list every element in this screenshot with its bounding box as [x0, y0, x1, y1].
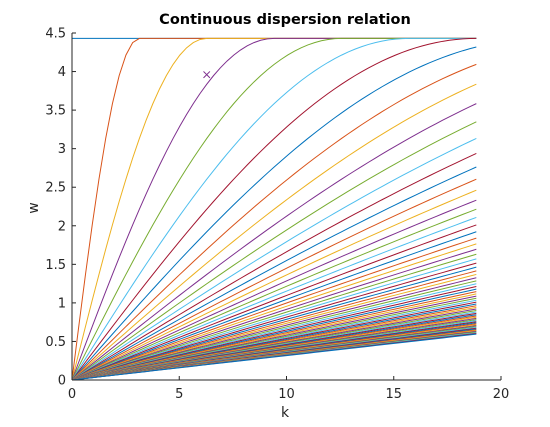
series-line: [71, 83, 477, 381]
series-line: [71, 46, 477, 381]
series-line: [71, 243, 477, 381]
series-line: [71, 248, 477, 381]
series-line: [71, 166, 477, 381]
series-line: [71, 153, 477, 381]
x-tick-label: 0: [68, 387, 76, 402]
y-tick-label: 1.5: [45, 258, 66, 273]
series-line: [71, 333, 477, 381]
curve-group: [71, 37, 477, 381]
series-line: [71, 258, 477, 381]
y-tick-label: 0: [58, 374, 66, 389]
y-tick-label: 4.5: [45, 27, 66, 42]
x-axis-ticks: 0 5 10 15 20: [68, 376, 509, 402]
series-line: [71, 266, 477, 381]
series-line: [71, 103, 477, 381]
series-line: [71, 224, 477, 381]
series-line: [71, 37, 477, 381]
x-tick-label: 10: [278, 387, 295, 402]
series-line: [71, 37, 477, 381]
chart-title: Continuous dispersion relation: [159, 12, 411, 28]
series-line: [71, 208, 477, 381]
series-line: [71, 216, 477, 381]
plot-area: 0 5 10 15 20 0 0.5 1 1.5 2 2.5 3 3.5 4 4.5: [45, 27, 509, 403]
series-line: [71, 178, 477, 381]
y-tick-label: 1: [58, 296, 66, 311]
y-tick-label: 2: [58, 219, 66, 234]
y-tick-label: 0.5: [45, 335, 66, 350]
series-line: [71, 237, 477, 381]
series-line: [71, 253, 477, 381]
series-line: [71, 137, 477, 381]
series-line: [71, 189, 477, 381]
x-axis-label: k: [281, 405, 290, 421]
series-line: [71, 273, 477, 381]
series-line: [71, 231, 477, 381]
series-line: [71, 63, 477, 381]
y-tick-label: 3.5: [45, 104, 66, 119]
y-axis-label: w: [26, 202, 42, 213]
series-line: [71, 121, 477, 381]
marker-group: [203, 71, 211, 79]
x-tick-label: 20: [493, 387, 510, 402]
series-line: [71, 277, 477, 381]
series-line: [71, 262, 477, 381]
y-tick-label: 2.5: [45, 181, 66, 196]
y-tick-label: 3: [58, 142, 66, 157]
x-marker: [203, 71, 211, 79]
y-axis-ticks: 0 0.5 1 1.5 2 2.5 3 3.5 4 4.5: [45, 27, 76, 389]
x-tick-label: 5: [175, 387, 183, 402]
series-line: [71, 270, 477, 381]
y-tick-label: 4: [58, 65, 66, 80]
x-tick-label: 15: [385, 387, 402, 402]
series-line: [71, 199, 477, 381]
